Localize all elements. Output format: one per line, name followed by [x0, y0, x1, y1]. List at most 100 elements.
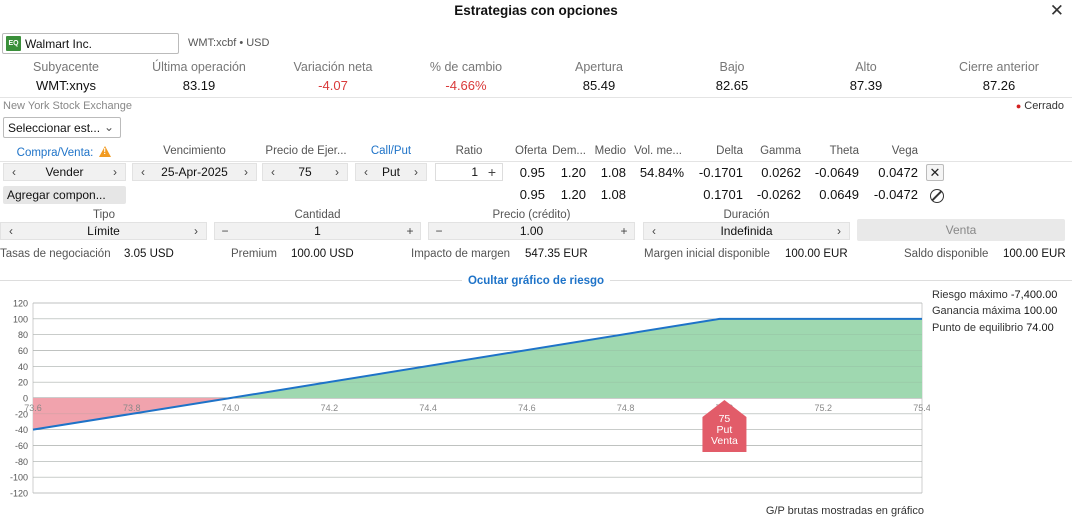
strike-marker-label: Put [717, 424, 733, 436]
quantity-stepper[interactable]: − 1 + [214, 222, 421, 240]
chevron-left-icon[interactable]: ‹ [141, 165, 145, 179]
col-delta: Delta [716, 145, 743, 157]
total-bid: 0.95 [519, 187, 545, 202]
quote-value: 82.65 [715, 78, 749, 93]
y-tick-label: 40 [18, 362, 28, 372]
exchange-name: New York Stock Exchange [3, 100, 133, 112]
y-tick-label: -60 [15, 441, 28, 451]
quote-value: 85.49 [582, 78, 616, 93]
margin-impact-label: Impacto de margen [411, 248, 511, 260]
max-risk: Riesgo máximo -7,400.00 [932, 289, 1057, 301]
x-tick-label: 73.6 [24, 403, 42, 413]
price-stepper[interactable]: − 1.00 + [428, 222, 635, 240]
breakeven-value: 74.00 [1026, 322, 1054, 334]
chevron-left-icon[interactable]: ‹ [364, 165, 368, 179]
callput-stepper[interactable]: ‹ Put › [355, 163, 427, 181]
duration-stepper[interactable]: ‹ Indefinida › [643, 222, 850, 240]
x-tick-label: 75.4 [913, 403, 930, 413]
total-ask: 1.20 [560, 187, 586, 202]
close-icon[interactable]: ✕ [1049, 1, 1064, 20]
y-tick-label: 80 [18, 330, 28, 340]
status-dot-icon: ● [1015, 101, 1022, 111]
plus-icon[interactable]: + [487, 164, 497, 180]
total-gamma: -0.0262 [756, 187, 801, 202]
chevron-right-icon[interactable]: › [244, 165, 248, 179]
expiry-value: 25-Apr-2025 [161, 165, 228, 179]
x-tick-label: 74.8 [617, 403, 635, 413]
chevron-left-icon[interactable]: ‹ [271, 165, 275, 179]
order-type-header: Tipo [93, 209, 115, 221]
divider [0, 97, 1072, 98]
chevron-right-icon[interactable]: › [113, 165, 117, 179]
chevron-down-icon: ⌄ [103, 120, 114, 134]
status-text: Cerrado [1024, 100, 1064, 112]
quote-value: 87.26 [982, 78, 1016, 93]
sell-button[interactable]: Venta [857, 219, 1065, 241]
max-gain: Ganancia máxima 100.00 [932, 305, 1057, 317]
y-tick-label: -20 [15, 409, 28, 419]
warning-icon [99, 146, 112, 157]
risk-chart: 120 100 80 60 40 20 0 -20 -40 -60 -80 -100 -120 73.6 7… [10, 299, 930, 499]
y-tick-label: -120 [10, 489, 28, 499]
minus-icon[interactable]: − [435, 224, 443, 238]
quote-header: Última operación [152, 60, 246, 74]
chevron-left-icon[interactable]: ‹ [9, 224, 13, 238]
remove-leg-icon[interactable]: ✕ [926, 164, 944, 181]
leg-mid: 1.08 [600, 165, 626, 180]
max-gain-value: 100.00 [1023, 305, 1058, 317]
chevron-right-icon[interactable]: › [194, 224, 198, 238]
quote-value: -4.07 [318, 78, 348, 93]
order-type-stepper[interactable]: ‹ Límite › [0, 222, 207, 240]
strategy-select[interactable]: Seleccionar est... ⌄ [3, 117, 121, 138]
hide-risk-chart-link[interactable]: Ocultar gráfico de riesgo [461, 275, 611, 287]
loss-area [33, 398, 231, 430]
quote-value: 87.39 [849, 78, 883, 93]
leg-ask: 1.20 [560, 165, 586, 180]
x-tick-label: 73.8 [123, 403, 141, 413]
leg-theta: -0.0649 [814, 165, 859, 180]
breakeven-label: Punto de equilibrio [932, 322, 1024, 334]
chevron-right-icon[interactable]: › [837, 224, 841, 238]
symbol-meta: WMT:xcbf • USD [188, 37, 270, 49]
y-tick-label: -100 [10, 473, 28, 483]
chevron-right-icon[interactable]: › [335, 165, 339, 179]
leg-delta: -0.1701 [698, 165, 743, 180]
chevron-left-icon[interactable]: ‹ [652, 224, 656, 238]
side-stepper[interactable]: ‹ Vender › [3, 163, 126, 181]
y-tick-label: 20 [18, 378, 28, 388]
col-ratio: Ratio [455, 145, 483, 157]
plus-icon[interactable]: + [620, 224, 628, 238]
add-component-button[interactable]: Agregar compon... [3, 186, 126, 204]
col-bid: Oferta [515, 145, 547, 157]
quote-header: % de cambio [429, 60, 503, 74]
minus-icon[interactable]: − [221, 224, 229, 238]
strike-marker [702, 400, 747, 452]
col-expiry: Vencimiento [163, 145, 226, 157]
total-mid: 1.08 [600, 187, 626, 202]
leg-vega: 0.0472 [878, 165, 918, 180]
strike-marker-label: 75 [719, 413, 731, 425]
plus-icon[interactable]: + [406, 224, 414, 238]
expiry-stepper[interactable]: ‹ 25-Apr-2025 › [132, 163, 257, 181]
max-risk-value: -7,400.00 [1010, 289, 1058, 301]
col-theta: Theta [829, 145, 859, 157]
max-gain-label: Ganancia máxima [932, 305, 1021, 317]
ratio-stepper[interactable]: 1 + [435, 163, 503, 181]
leg-bid: 0.95 [519, 165, 545, 180]
y-tick-label: 100 [13, 314, 28, 324]
quantity-value: 1 [314, 224, 321, 238]
max-risk-label: Riesgo máximo [932, 289, 1008, 301]
leg-iv: 54.84% [639, 165, 684, 180]
quote-value: -4.66% [445, 78, 487, 93]
strike-stepper[interactable]: ‹ 75 › [262, 163, 348, 181]
chevron-left-icon[interactable]: ‹ [12, 165, 16, 179]
ratio-value: 1 [471, 165, 478, 179]
initial-margin-label: Margen inicial disponible [644, 248, 770, 260]
symbol-input[interactable]: EQ Walmart Inc. [2, 33, 179, 54]
chevron-right-icon[interactable]: › [414, 165, 418, 179]
premium-label: Premium [231, 248, 278, 260]
strategy-select-label: Seleccionar est... [8, 121, 101, 135]
disable-icon[interactable] [930, 189, 944, 203]
order-qty-header: Cantidad [294, 209, 341, 221]
col-vega: Vega [891, 145, 918, 157]
